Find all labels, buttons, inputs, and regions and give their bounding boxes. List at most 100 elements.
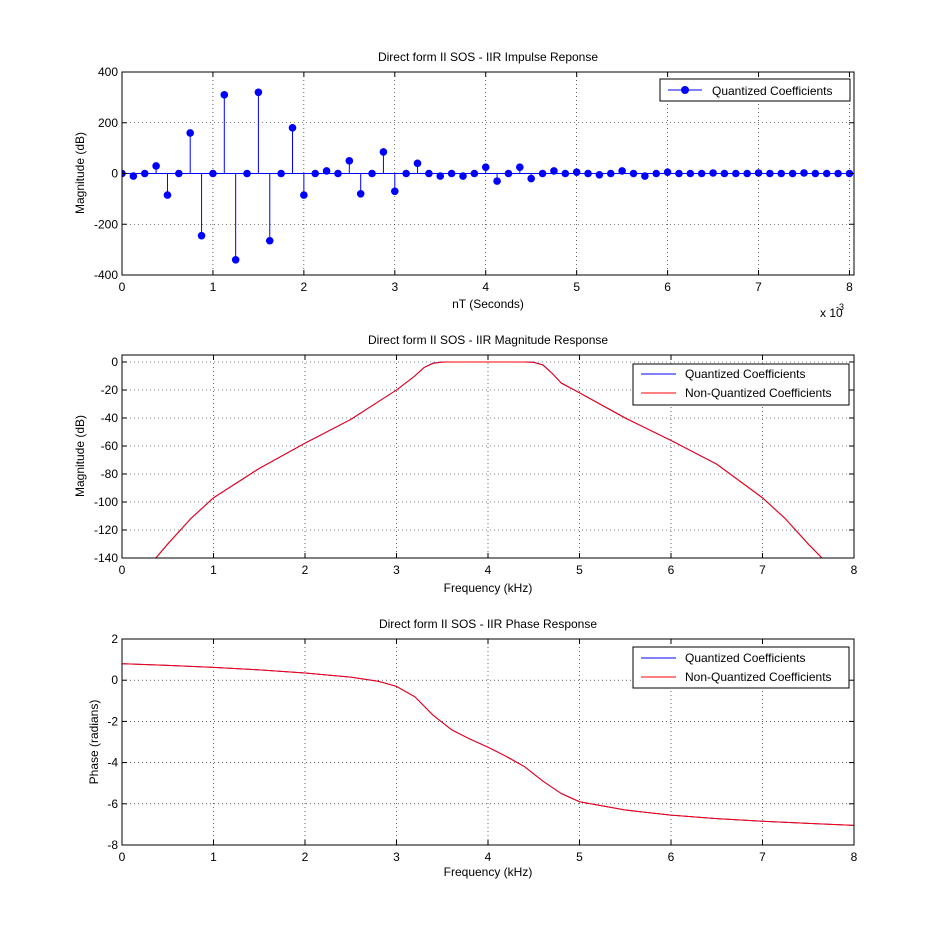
phase-ytick-label: -2 [107, 714, 118, 728]
impulse-stem-marker [527, 174, 535, 183]
phase-legend: Quantized Coefficients Non-Quantized Coe… [632, 646, 850, 689]
phase-ytick-label: -4 [107, 756, 118, 770]
impulse-stem-marker [481, 163, 490, 171]
magnitude-xtick-label: 5 [576, 563, 583, 577]
impulse-x-exponent-power: -3 [836, 302, 844, 312]
impulse-stem-marker [186, 129, 194, 137]
impulse-stem-marker [550, 167, 558, 175]
impulse-stem-marker [618, 167, 626, 175]
magnitude-plot-area [155, 361, 823, 558]
impulse-stem-marker [777, 169, 786, 178]
impulse-stem-marker [459, 172, 467, 180]
phase-legend-label-nonquantized: Non-Quantized Coefficients [685, 670, 832, 684]
impulse-stem-marker [311, 169, 320, 178]
phase-xtick-label: 0 [119, 850, 126, 864]
impulse-stem-marker [834, 169, 842, 178]
impulse-legend-label: Quantized Coefficients [712, 84, 833, 98]
impulse-stem-marker [425, 169, 433, 178]
impulse-ytick-label: 200 [98, 116, 118, 130]
impulse-title: Direct form II SOS - IIR Impulse Reponse [378, 50, 598, 64]
impulse-xtick-label: 0 [119, 280, 126, 294]
phase-xtick-label: 5 [576, 850, 583, 864]
phase-ytick-label: -8 [107, 838, 118, 852]
phase-xtick-label: 2 [302, 850, 309, 864]
impulse-xtick-label: 5 [573, 280, 580, 294]
impulse-stem-marker [675, 169, 683, 178]
impulse-stem-marker [368, 169, 376, 178]
impulse-xtick-label: 4 [482, 280, 489, 294]
impulse-ytick-label: -200 [94, 217, 118, 231]
magnitude-xtick-label: 7 [759, 563, 766, 577]
impulse-stem-marker [754, 169, 763, 177]
impulse-stem-marker [390, 187, 399, 196]
phase-xtick-label: 1 [210, 850, 217, 864]
phase-xtick-label: 3 [393, 850, 400, 864]
magnitude-xtick-label: 4 [485, 563, 492, 577]
impulse-legend-box [659, 78, 851, 102]
phase-ylabel: Phase (radians) [87, 700, 101, 785]
impulse-legend: Quantized Coefficients [659, 78, 851, 102]
phase-xtick-label: 8 [851, 850, 858, 864]
phase-response-panel: 0 1 2 3 4 5 6 7 8 -8 -6 -4 -2 0 2 Direct form II SOS -… [87, 617, 858, 879]
impulse-stem-marker [595, 170, 604, 179]
phase-ytick-label: 0 [111, 673, 118, 687]
impulse-xlabel: nT (Seconds) [452, 297, 524, 311]
impulse-stem-marker [720, 169, 729, 178]
impulse-stem-marker [811, 169, 820, 178]
impulse-ytick-label: 400 [98, 65, 118, 79]
impulse-xtick-label: 2 [301, 280, 308, 294]
magnitude-ytick-label: -80 [101, 467, 119, 481]
impulse-stem-marker [254, 88, 263, 97]
impulse-stem-marker [322, 167, 331, 175]
phase-xtick-label: 7 [759, 850, 766, 864]
impulse-ytick-label: 0 [111, 167, 118, 181]
magnitude-response-panel: 0 1 2 3 4 5 6 7 8 -140 -120 -100 -80 -60 -40 -20 0 Direc… [73, 333, 858, 595]
impulse-xtick-label: 1 [210, 280, 217, 294]
impulse-xtick-label: 7 [755, 280, 762, 294]
impulse-stem-marker [538, 169, 547, 178]
impulse-stem-marker [300, 191, 308, 199]
impulse-stem-marker [663, 168, 672, 177]
impulse-stem-marker [447, 169, 456, 178]
impulse-stem-marker [641, 172, 649, 180]
impulse-stem-marker [175, 169, 183, 178]
impulse-stem-marker [709, 169, 717, 177]
impulse-stem-marker [413, 159, 422, 168]
impulse-stem-marker [584, 169, 592, 178]
phase-xlabel: Frequency (kHz) [444, 865, 533, 879]
impulse-plot-area [122, 88, 854, 264]
impulse-stem-marker [152, 162, 160, 170]
impulse-stem-marker [629, 169, 638, 178]
phase-legend-label-quantized: Quantized Coefficients [685, 651, 806, 665]
impulse-stem-marker [356, 190, 365, 198]
impulse-stem-marker [606, 169, 615, 178]
impulse-stem-marker [470, 169, 479, 178]
impulse-stem-marker [697, 169, 706, 178]
impulse-stem-marker [140, 169, 149, 178]
magnitude-ytick-label: -40 [101, 411, 119, 425]
phase-xtick-label: 4 [485, 850, 492, 864]
magnitude-xtick-label: 2 [302, 563, 309, 577]
impulse-stem-marker [209, 169, 217, 178]
impulse-stem-marker [436, 172, 445, 180]
impulse-xtick-label: 6 [664, 280, 671, 294]
phase-title: Direct form II SOS - IIR Phase Response [379, 617, 597, 631]
magnitude-ytick-label: -100 [94, 495, 118, 509]
magnitude-ytick-label: -140 [94, 551, 118, 565]
impulse-stem-marker [243, 169, 251, 178]
magnitude-xlabel: Frequency (kHz) [444, 581, 533, 595]
impulse-stem-marker [288, 124, 297, 132]
magnitude-title: Direct form II SOS - IIR Magnitude Respo… [368, 333, 608, 347]
impulse-stem-marker [345, 157, 354, 165]
impulse-stem-marker [800, 169, 808, 177]
impulse-legend-marker [681, 86, 689, 94]
impulse-stem-marker [822, 169, 831, 178]
phase-ytick-label: 2 [111, 632, 118, 646]
impulse-stem-marker [379, 148, 388, 156]
magnitude-nonquantized-line [155, 361, 823, 558]
impulse-stem-marker [686, 169, 695, 178]
magnitude-legend-label-quantized: Quantized Coefficients [685, 367, 806, 381]
magnitude-ylabel: Magnitude (dB) [73, 415, 87, 497]
magnitude-xtick-label: 8 [851, 563, 858, 577]
